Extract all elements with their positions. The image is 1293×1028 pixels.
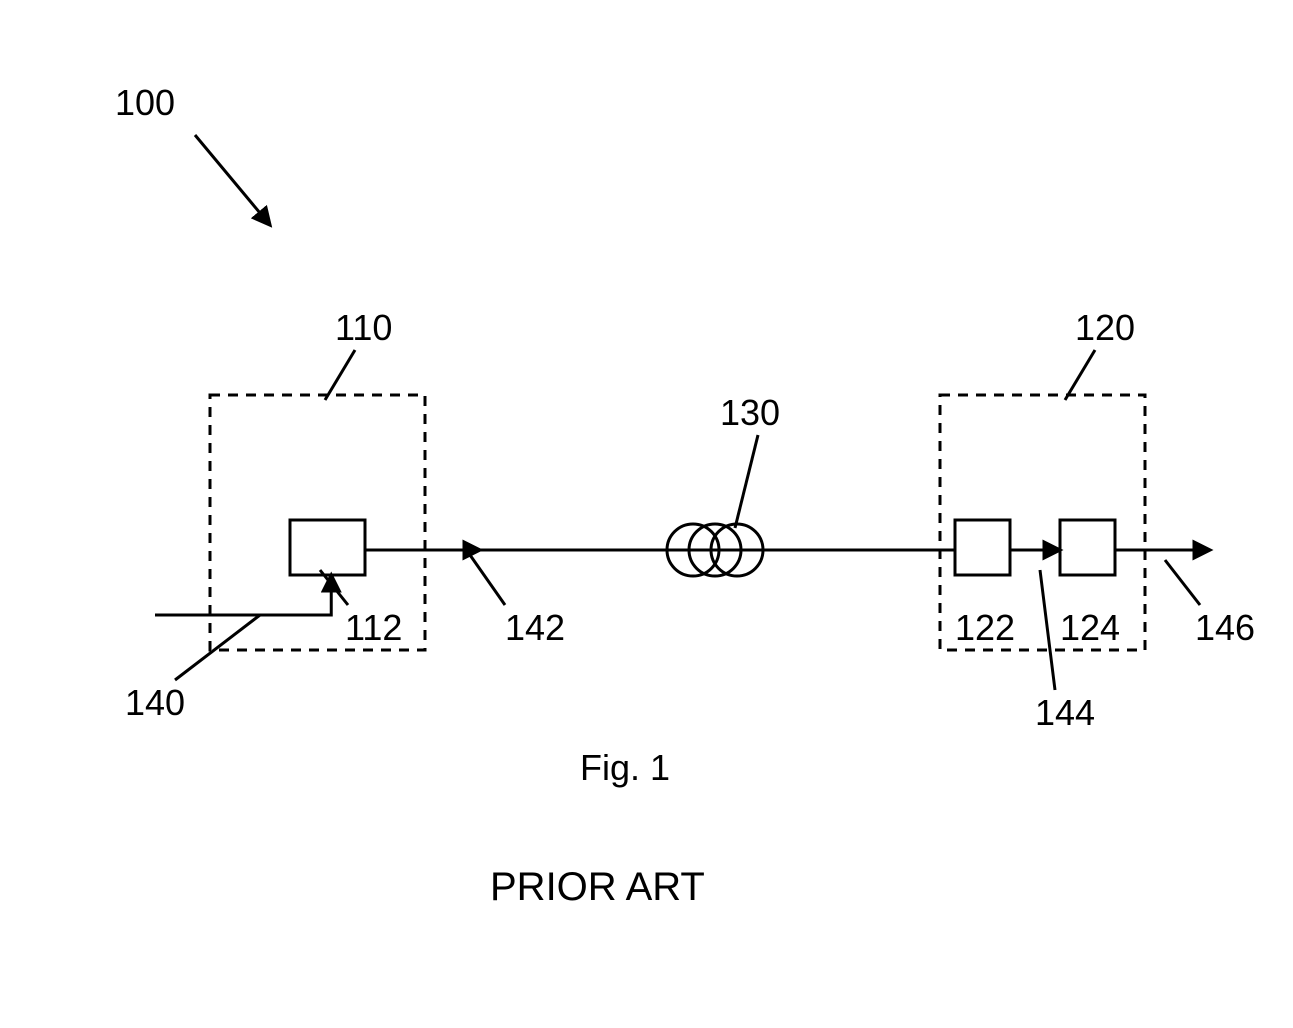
label-in: 140 — [125, 682, 185, 723]
leader-144 — [1040, 570, 1055, 690]
label-tx: 112 — [345, 607, 402, 648]
label-box_left: 110 — [335, 307, 392, 348]
leader-100 — [195, 135, 270, 225]
label-rx2: 124 — [1060, 607, 1120, 648]
label-mid_sig: 144 — [1035, 692, 1095, 733]
leader-142 — [470, 555, 505, 605]
label-out: 146 — [1195, 607, 1255, 648]
label-fiber: 130 — [720, 392, 780, 433]
leader-110 — [325, 350, 355, 400]
component-box-124 — [1060, 520, 1115, 575]
leader-120 — [1065, 350, 1095, 400]
label-box_right: 120 — [1075, 307, 1135, 348]
label-priorart: PRIOR ART — [490, 865, 705, 909]
leader-130 — [735, 435, 758, 528]
component-box-122 — [955, 520, 1010, 575]
label-sig_out: 142 — [505, 607, 565, 648]
label-rx1: 122 — [955, 607, 1015, 648]
label-system: 100 — [115, 82, 175, 123]
component-box-112 — [290, 520, 365, 575]
leader-146 — [1165, 560, 1200, 605]
leader-140 — [175, 615, 260, 680]
label-figcap: Fig. 1 — [580, 747, 670, 788]
signal-input-140 — [155, 575, 331, 615]
